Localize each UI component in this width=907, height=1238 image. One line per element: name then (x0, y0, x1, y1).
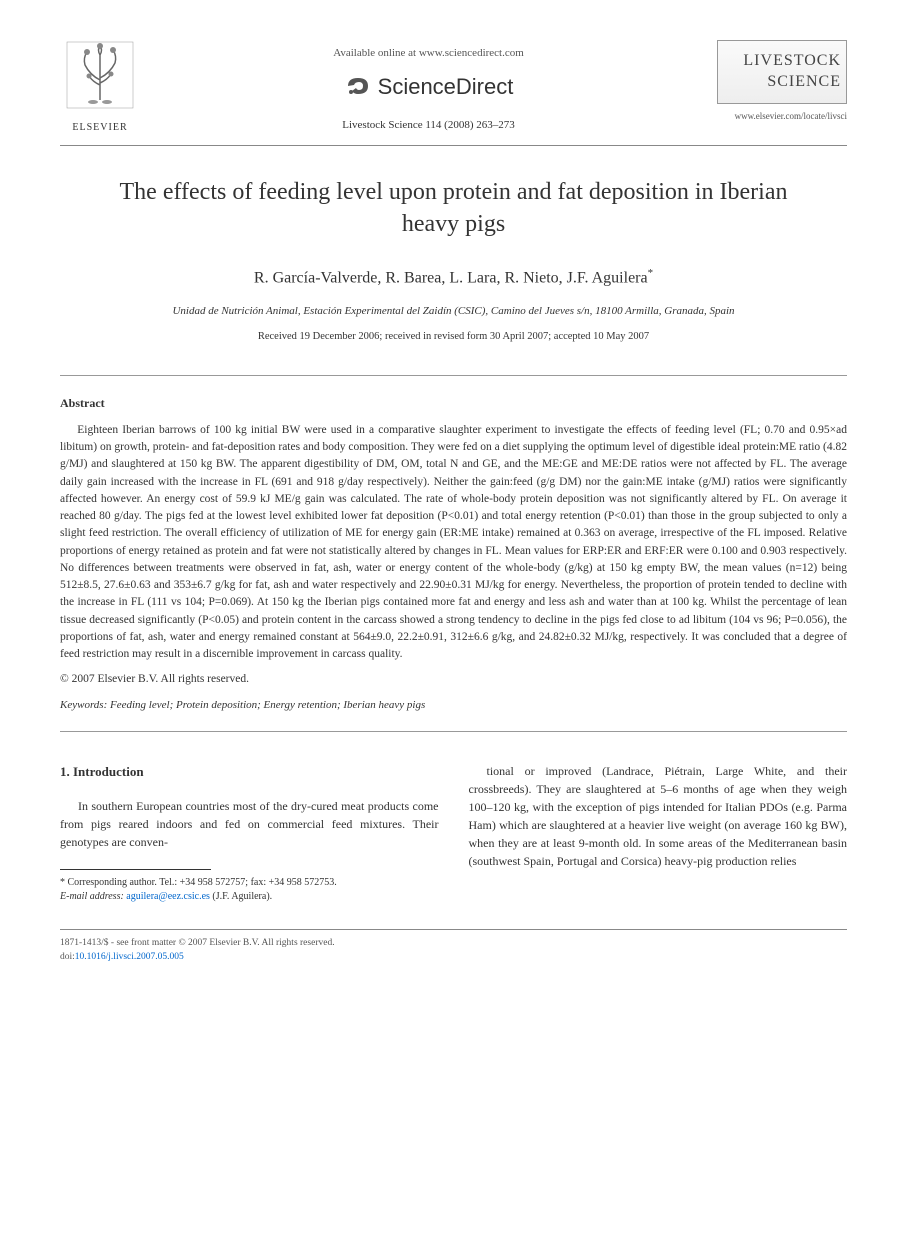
elsevier-label: ELSEVIER (60, 120, 140, 135)
available-online-text: Available online at www.sciencedirect.co… (140, 45, 717, 62)
intro-paragraph-right: tional or improved (Landrace, Piétrain, … (469, 762, 848, 870)
citation-line: Livestock Science 114 (2008) 263–273 (140, 117, 717, 134)
elsevier-tree-logo (65, 40, 135, 110)
sciencedirect-logo: ScienceDirect (140, 70, 717, 103)
keywords-values: Feeding level; Protein deposition; Energ… (110, 699, 425, 711)
corresponding-footnote: * Corresponding author. Tel.: +34 958 57… (60, 876, 439, 890)
right-column: tional or improved (Landrace, Piétrain, … (469, 762, 848, 904)
intro-paragraph-left: In southern European countries most of t… (60, 797, 439, 851)
footer-bar: 1871-1413/$ - see front matter © 2007 El… (60, 929, 847, 965)
doi-line: doi:10.1016/j.livsci.2007.05.005 (60, 950, 847, 964)
abstract-heading: Abstract (60, 394, 847, 412)
journal-name-1: LIVESTOCK (723, 51, 841, 72)
body-columns: 1. Introduction In southern European cou… (60, 762, 847, 904)
journal-cover-box: LIVESTOCK SCIENCE (717, 40, 847, 104)
keywords-label: Keywords: (60, 699, 107, 711)
corresponding-mark: * (648, 267, 654, 279)
introduction-heading: 1. Introduction (60, 762, 439, 782)
email-attribution: (J.F. Aguilera). (212, 891, 272, 902)
abstract-body: Eighteen Iberian barrows of 100 kg initi… (60, 422, 847, 664)
doi-link[interactable]: 10.1016/j.livsci.2007.05.005 (75, 952, 184, 962)
abstract-bottom-rule (60, 731, 847, 732)
journal-block: LIVESTOCK SCIENCE www.elsevier.com/locat… (717, 40, 847, 123)
elsevier-block: ELSEVIER (60, 40, 140, 135)
doi-label: doi: (60, 952, 75, 962)
keywords-line: Keywords: Feeding level; Protein deposit… (60, 697, 847, 714)
header-rule (60, 145, 847, 146)
abstract-top-rule (60, 375, 847, 376)
left-column: 1. Introduction In southern European cou… (60, 762, 439, 904)
footnote-separator (60, 869, 211, 870)
copyright-line: © 2007 Elsevier B.V. All rights reserved… (60, 671, 847, 688)
received-dates: Received 19 December 2006; received in r… (60, 329, 847, 345)
paper-title: The effects of feeding level upon protei… (100, 176, 807, 241)
journal-name-2: SCIENCE (723, 72, 841, 93)
journal-url: www.elsevier.com/locate/livsci (717, 110, 847, 124)
center-header: Available online at www.sciencedirect.co… (140, 40, 717, 133)
affiliation: Unidad de Nutrición Animal, Estación Exp… (60, 303, 847, 320)
email-label: E-mail address: (60, 891, 124, 902)
issn-line: 1871-1413/$ - see front matter © 2007 El… (60, 936, 847, 950)
sciencedirect-icon (344, 72, 372, 100)
authors-names: R. García-Valverde, R. Barea, L. Lara, R… (254, 270, 648, 287)
sciencedirect-text: ScienceDirect (378, 70, 514, 103)
email-link[interactable]: aguilera@eez.csic.es (126, 891, 210, 902)
authors-line: R. García-Valverde, R. Barea, L. Lara, R… (60, 265, 847, 290)
publisher-header: ELSEVIER Available online at www.science… (60, 40, 847, 135)
email-footnote: E-mail address: aguilera@eez.csic.es (J.… (60, 890, 439, 904)
